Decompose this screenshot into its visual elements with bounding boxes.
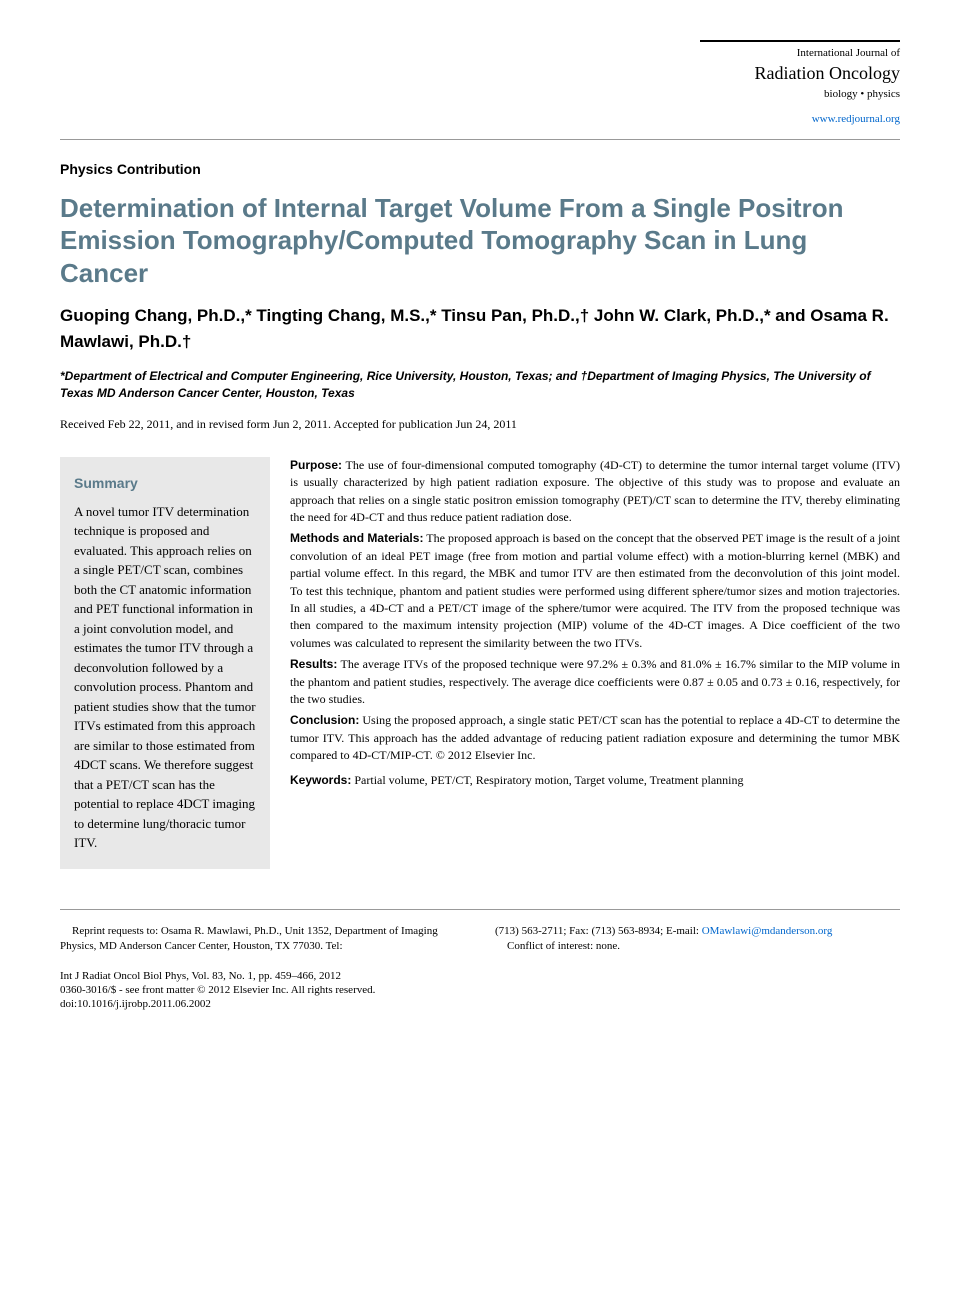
content-row: Summary A novel tumor ITV determination … — [60, 457, 900, 869]
journal-prefix: International Journal of — [700, 46, 900, 61]
journal-url-link[interactable]: www.redjournal.org — [60, 112, 900, 127]
journal-name-block: International Journal of Radiation Oncol… — [700, 40, 900, 102]
header-divider — [60, 139, 900, 140]
footer-citation-block: Int J Radiat Oncol Biol Phys, Vol. 83, N… — [60, 969, 900, 1012]
affiliations: *Department of Electrical and Computer E… — [60, 368, 900, 402]
contact-line: (713) 563-2711; Fax: (713) 563-8934; E-m… — [495, 924, 900, 939]
doi-line: doi:10.1016/j.ijrobp.2011.06.2002 — [60, 997, 900, 1011]
conflict-statement: Conflict of interest: none. — [495, 939, 900, 954]
abstract-keywords: Keywords: Partial volume, PET/CT, Respir… — [290, 772, 900, 789]
purpose-text: The use of four-dimensional computed tom… — [290, 458, 900, 524]
reprint-info: Reprint requests to: Osama R. Mawlawi, P… — [60, 924, 465, 955]
abstract-results: Results: The average ITVs of the propose… — [290, 656, 900, 708]
results-label: Results: — [290, 657, 337, 671]
purpose-label: Purpose: — [290, 458, 342, 472]
methods-text: The proposed approach is based on the co… — [290, 531, 900, 649]
publication-dates: Received Feb 22, 2011, and in revised fo… — [60, 416, 900, 433]
summary-body: A novel tumor ITV determination techniqu… — [74, 502, 256, 853]
methods-label: Methods and Materials: — [290, 531, 423, 545]
abstract-column: Purpose: The use of four-dimensional com… — [290, 457, 900, 869]
phone-fax: (713) 563-2711; Fax: (713) 563-8934; E-m… — [495, 925, 702, 937]
journal-header: International Journal of Radiation Oncol… — [60, 40, 900, 127]
keywords-text: Partial volume, PET/CT, Respiratory moti… — [351, 773, 743, 787]
article-title: Determination of Internal Target Volume … — [60, 192, 900, 290]
keywords-label: Keywords: — [290, 773, 351, 787]
journal-main-name: Radiation Oncology — [700, 61, 900, 86]
copyright-line: 0360-3016/$ - see front matter © 2012 El… — [60, 983, 900, 997]
authors-list: Guoping Chang, Ph.D.,* Tingting Chang, M… — [60, 303, 900, 354]
conclusion-label: Conclusion: — [290, 713, 359, 727]
section-label: Physics Contribution — [60, 160, 900, 180]
email-link[interactable]: OMawlawi@mdanderson.org — [702, 925, 833, 937]
results-text: The average ITVs of the proposed techniq… — [290, 657, 900, 706]
abstract-purpose: Purpose: The use of four-dimensional com… — [290, 457, 900, 527]
abstract-methods: Methods and Materials: The proposed appr… — [290, 530, 900, 652]
footer-left-col: Reprint requests to: Osama R. Mawlawi, P… — [60, 924, 465, 955]
footer-right-col: (713) 563-2711; Fax: (713) 563-8934; E-m… — [495, 924, 900, 955]
conclusion-text: Using the proposed approach, a single st… — [290, 713, 900, 762]
summary-heading: Summary — [74, 473, 256, 494]
citation-line: Int J Radiat Oncol Biol Phys, Vol. 83, N… — [60, 969, 900, 983]
abstract-conclusion: Conclusion: Using the proposed approach,… — [290, 712, 900, 764]
footer-area: Reprint requests to: Osama R. Mawlawi, P… — [60, 909, 900, 955]
journal-subtitle: biology • physics — [700, 87, 900, 102]
summary-sidebar: Summary A novel tumor ITV determination … — [60, 457, 270, 869]
